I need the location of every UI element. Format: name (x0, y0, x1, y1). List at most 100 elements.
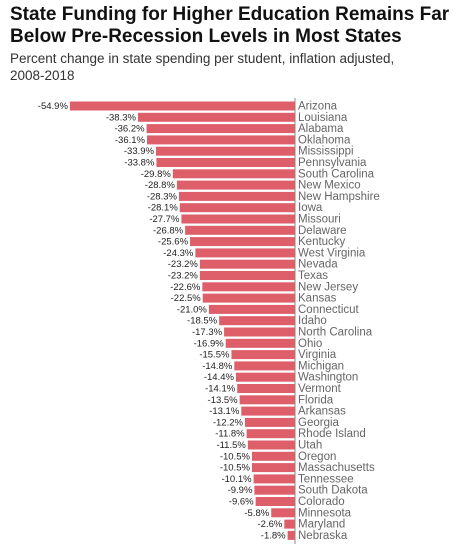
category-label: Tennessee (298, 473, 354, 485)
value-label: -12.2% (213, 417, 244, 428)
value-label: -14.4% (204, 372, 235, 383)
category-label: Kansas (298, 293, 337, 305)
value-label: -10.5% (220, 463, 251, 474)
value-label: -17.3% (192, 327, 223, 338)
value-label: -23.2% (168, 271, 199, 282)
bar (246, 429, 295, 439)
category-label: Arizona (298, 101, 338, 113)
category-label: Kentucky (298, 236, 346, 248)
bar (225, 338, 295, 348)
chart-subtitle: Percent change in state spending per stu… (10, 51, 395, 83)
bar (208, 304, 295, 314)
value-label: -14.8% (202, 361, 233, 372)
bar (190, 237, 295, 247)
bar (253, 474, 295, 484)
bar (251, 463, 295, 473)
category-label: West Virginia (298, 247, 366, 259)
category-label: South Carolina (298, 168, 375, 180)
value-label: -24.3% (163, 248, 194, 259)
value-label: -29.8% (141, 169, 172, 180)
category-label: Nebraska (298, 530, 348, 542)
category-label: Idaho (298, 315, 327, 327)
category-label: Florida (298, 394, 334, 406)
category-label: Alabama (298, 123, 344, 135)
category-label: Mississippi (298, 146, 354, 158)
value-label: -36.1% (115, 135, 146, 146)
value-label: -23.2% (168, 259, 199, 270)
bar (146, 124, 295, 134)
category-label: Rhode Island (298, 428, 366, 440)
category-label: Colorado (298, 496, 345, 508)
category-label: Michigan (298, 360, 344, 372)
bar (224, 327, 295, 337)
bar (176, 180, 295, 190)
category-label: Arkansas (298, 406, 346, 418)
category-label: New Jersey (298, 281, 358, 293)
category-label: Minnesota (298, 507, 352, 519)
value-label: -11.5% (216, 440, 246, 451)
bar (254, 485, 295, 495)
value-label: -13.5% (208, 395, 239, 406)
bar (181, 214, 295, 224)
bar (237, 384, 295, 393)
value-label: -27.7% (149, 214, 180, 225)
bar (156, 146, 295, 156)
value-label: -22.5% (171, 293, 202, 304)
bar (251, 451, 295, 461)
bar (137, 112, 295, 122)
value-label: -16.9% (194, 338, 225, 349)
bar (185, 225, 295, 235)
category-label: Louisiana (298, 112, 348, 124)
value-label: -10.5% (220, 451, 251, 462)
category-label: New Mexico (298, 180, 361, 192)
bar (271, 508, 295, 518)
category-label: Utah (298, 440, 322, 452)
bar (199, 259, 295, 269)
value-label: -22.6% (170, 282, 201, 293)
bar (241, 406, 295, 416)
category-label: Connecticut (298, 304, 360, 316)
value-label: -33.9% (124, 146, 155, 157)
value-label: -13.1% (209, 406, 240, 417)
bar (146, 135, 295, 145)
bar (202, 293, 295, 303)
bar (156, 158, 295, 167)
category-label: Vermont (298, 383, 342, 395)
value-label: -54.9% (38, 101, 69, 112)
category-label: Maryland (298, 519, 345, 531)
category-label: Washington (298, 372, 358, 384)
value-label: -10.1% (221, 474, 252, 485)
category-label: New Hampshire (298, 191, 380, 203)
value-label: -1.8% (261, 530, 286, 541)
value-label: -11.8% (215, 429, 245, 440)
bar (202, 282, 295, 292)
bar (178, 191, 295, 201)
category-label: Pennsylvania (298, 157, 367, 169)
value-label: -5.8% (244, 508, 269, 519)
value-label: -14.1% (205, 384, 236, 395)
value-label: -26.8% (153, 225, 184, 236)
category-label: Missouri (298, 214, 341, 226)
bar (69, 101, 295, 111)
bar (287, 530, 295, 540)
bar (255, 497, 295, 506)
category-label: Delaware (298, 225, 347, 237)
chart-title: State Funding for Higher Education Remai… (10, 4, 450, 47)
bar (199, 271, 295, 280)
value-label: -18.5% (187, 316, 218, 327)
bar (239, 395, 295, 405)
category-label: North Carolina (298, 327, 373, 339)
category-label: Nevada (298, 259, 338, 271)
value-label: -21.0% (177, 304, 208, 315)
value-label: -36.2% (114, 124, 145, 135)
bar (244, 417, 295, 427)
category-label: Massachusetts (298, 462, 375, 474)
bar (247, 440, 295, 450)
category-label: Iowa (298, 202, 323, 214)
bar (235, 372, 295, 382)
value-label: -28.8% (145, 180, 176, 191)
value-label: -33.8% (124, 158, 155, 169)
bar (179, 203, 295, 213)
